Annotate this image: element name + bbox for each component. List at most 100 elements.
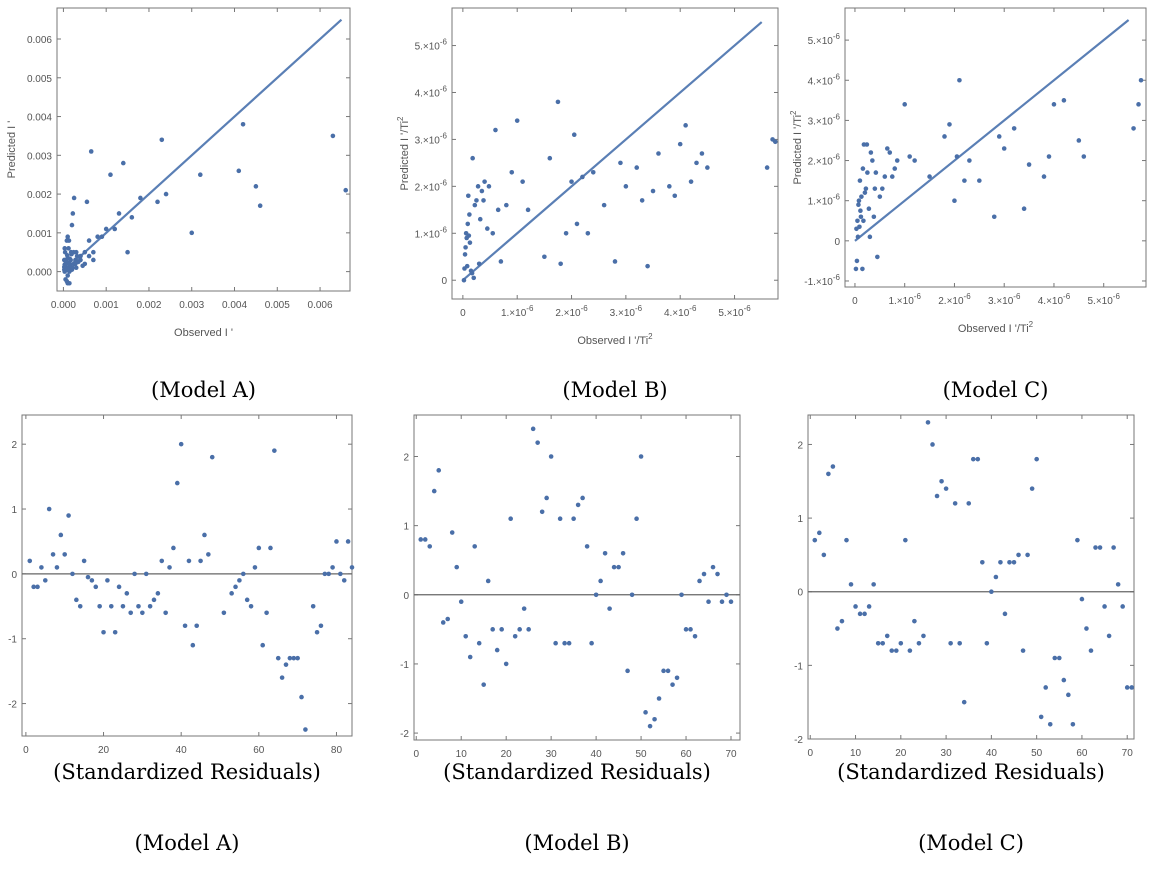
data-point [672, 193, 678, 199]
y-tick-label: -1 [794, 661, 803, 672]
data-point [962, 178, 967, 183]
data-point [69, 222, 75, 228]
data-point [462, 266, 467, 271]
data-point [1007, 559, 1012, 565]
data-point [620, 550, 626, 556]
data-point [1131, 126, 1136, 131]
data-point [715, 571, 720, 577]
data-point [256, 545, 262, 551]
caption-line-1: (Standardized Residuals) [443, 760, 711, 784]
data-point [77, 604, 83, 609]
data-point [548, 454, 554, 459]
data-point [240, 122, 246, 127]
data-point [427, 544, 433, 549]
data-point [517, 627, 522, 632]
data-point [1088, 648, 1094, 653]
data-point [670, 682, 675, 687]
data-point [966, 501, 972, 506]
x-tick-label: 3.×10-6 [610, 304, 643, 319]
data-point [1097, 545, 1103, 550]
data-point [839, 618, 845, 624]
data-point [1021, 206, 1027, 212]
data-point [860, 266, 865, 272]
chart-B_scatter: 0 1.×10-6 2.×10-6 3.×10-6 4.×10-6 5.×10-6 0 1.×… [396, 7, 779, 402]
data-point [912, 618, 917, 624]
data-point [902, 102, 908, 107]
data-point [855, 234, 861, 240]
data-point [826, 471, 831, 477]
data-point [151, 597, 157, 603]
y-tick-label: 4.×10-6 [808, 72, 841, 87]
data-point [493, 127, 498, 133]
data-point [499, 627, 504, 632]
chart-B_resid: 0 10 20 30 40 50 60 70 -2 -1 0 1 2 (Standardized Resi… [400, 414, 741, 855]
data-point [322, 571, 328, 577]
data-point [248, 604, 254, 609]
data-point [65, 234, 70, 240]
data-point [91, 249, 96, 255]
data-point [470, 155, 475, 161]
data-point [70, 211, 76, 216]
data-point [1052, 655, 1058, 661]
y-tick-label: -2 [794, 735, 803, 746]
data-point [952, 501, 958, 506]
data-point [244, 597, 250, 603]
data-point [147, 604, 153, 609]
x-tick-label: 0.000 [51, 300, 76, 311]
data-point [112, 226, 118, 232]
data-point [252, 565, 258, 570]
data-point [476, 640, 482, 646]
data-point [692, 633, 698, 639]
data-point [509, 169, 515, 175]
data-point [611, 564, 617, 570]
data-point [268, 545, 273, 551]
y-tick-label: 1 [403, 522, 409, 533]
data-point [544, 495, 549, 501]
data-point [724, 592, 729, 598]
data-point [916, 640, 922, 646]
data-point [652, 716, 657, 722]
data-point [64, 266, 70, 272]
x-tick-label: 10 [456, 749, 468, 760]
data-point [120, 604, 126, 609]
data-point [602, 550, 608, 556]
data-point [1016, 552, 1021, 558]
x-tick-label: 5.×10-6 [718, 304, 751, 319]
data-point [66, 513, 71, 518]
data-point [103, 226, 109, 232]
y-tick-label: 2 [11, 440, 17, 451]
x-tick-label: 0 [460, 308, 466, 319]
x-tick-label: 50 [636, 749, 648, 760]
x-axis-label: Observed I '/Ti2 [958, 320, 1034, 335]
caption-line-2: (Model C) [918, 831, 1024, 855]
data-point [907, 154, 912, 159]
data-point [237, 578, 242, 583]
y-tick-label: 0 [403, 591, 409, 602]
data-point [495, 207, 501, 213]
data-point [848, 582, 854, 587]
y-tick-label: 0.005 [27, 74, 52, 85]
data-point [140, 610, 145, 616]
data-point [334, 539, 339, 544]
data-point [957, 77, 962, 83]
data-point [1056, 655, 1062, 661]
data-point [1138, 77, 1144, 83]
y-axis-label: Predicted I '/Ti2 [789, 110, 804, 185]
data-point [1034, 456, 1039, 462]
data-point [1111, 545, 1116, 550]
data-point [73, 261, 78, 267]
y-tick-label: 0.003 [27, 151, 52, 162]
data-point [574, 221, 580, 227]
data-point [108, 604, 114, 609]
data-point [1011, 126, 1017, 131]
data-point [1124, 685, 1130, 690]
data-point [1120, 604, 1125, 609]
data-point [138, 195, 143, 201]
data-point [947, 122, 952, 127]
data-point [656, 151, 661, 156]
data-point [861, 218, 866, 224]
x-tick-label: 0.005 [265, 300, 290, 311]
x-tick-label: 0.003 [179, 300, 204, 311]
data-point [89, 578, 95, 583]
data-point [295, 655, 300, 661]
